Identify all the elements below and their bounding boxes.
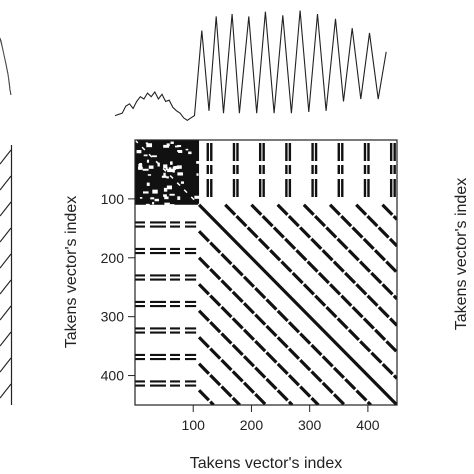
rp-diagonal-line xyxy=(197,309,294,405)
rp-speckle xyxy=(165,166,168,171)
left-hatch-mark xyxy=(0,357,12,373)
rp-diagonal-line xyxy=(355,203,397,248)
rp-speckle xyxy=(172,168,175,173)
left-hatch-mark xyxy=(0,201,12,217)
y-axis-label-left: Takens vector's index xyxy=(63,196,80,348)
rp-speckle xyxy=(170,161,173,165)
rp-speckle xyxy=(185,148,189,151)
x-axis-label: Takens vector's index xyxy=(190,455,342,472)
recurrence-plot xyxy=(134,139,398,406)
rp-speckle xyxy=(170,141,174,144)
rp-speckle xyxy=(163,164,168,169)
rp-speckle xyxy=(164,202,170,206)
left-partial-trace xyxy=(0,37,12,96)
rp-speckle xyxy=(143,154,148,157)
rp-speckle xyxy=(157,162,160,167)
y-axis: 100 200 300 400 xyxy=(101,191,135,384)
rp-speckle xyxy=(177,172,184,176)
rp-speckle xyxy=(163,194,167,197)
rp-speckle xyxy=(169,193,175,196)
rp-speckle xyxy=(163,187,168,192)
rp-diagonal-line xyxy=(276,203,397,327)
rp-speckle xyxy=(196,161,200,164)
left-marginal-series xyxy=(0,145,13,405)
rp-speckle xyxy=(196,173,199,176)
rp-diagonal-line xyxy=(197,283,320,405)
left-hatch-mark xyxy=(0,279,12,295)
rp-diagonal-line xyxy=(250,203,397,354)
y-tick-label: 300 xyxy=(101,309,125,325)
rp-speckle xyxy=(173,166,179,170)
rp-speckle xyxy=(166,176,169,179)
rp-speckle xyxy=(166,185,173,190)
rp-speckle xyxy=(161,175,167,178)
rp-diagonal-line xyxy=(302,203,397,301)
rp-speckle xyxy=(142,168,149,171)
rp-speckle xyxy=(146,182,150,186)
top-marginal-series xyxy=(114,10,387,121)
rp-speckle xyxy=(136,150,142,154)
rp-speckle xyxy=(143,191,149,194)
rp-speckle xyxy=(180,181,184,184)
y-tick-label: 100 xyxy=(101,191,125,207)
y-tick-label: 200 xyxy=(101,250,125,266)
left-hatch-mark xyxy=(0,253,12,269)
rp-speckle xyxy=(167,168,173,173)
rp-speckle xyxy=(174,145,179,148)
x-tick-label: 200 xyxy=(240,417,264,433)
x-axis: 100 200 300 400 xyxy=(182,405,380,433)
rp-speckle xyxy=(177,149,182,152)
rp-speckle xyxy=(176,165,182,169)
rp-speckle xyxy=(163,172,166,177)
rp-speckle xyxy=(177,196,181,200)
left-hatch-mark xyxy=(0,331,12,347)
rp-speckle xyxy=(146,143,153,148)
left-hatch-mark xyxy=(0,149,12,165)
left-hatch-mark xyxy=(0,305,12,321)
rp-diagonal-line xyxy=(197,389,215,405)
rp-diagonal-line xyxy=(197,256,346,405)
rp-speckle xyxy=(150,197,155,200)
rp-speckle xyxy=(152,201,155,205)
rp-speckle xyxy=(146,159,150,163)
rp-diagonal-line xyxy=(197,203,397,405)
left-hatch-mark xyxy=(0,227,12,243)
rp-speckle xyxy=(148,165,154,169)
rp-speckle xyxy=(147,174,152,176)
top-series-line xyxy=(114,10,387,121)
rp-speckle xyxy=(138,163,143,168)
rp-speckle xyxy=(177,144,182,148)
rp-speckle xyxy=(145,142,149,144)
rp-speckle xyxy=(152,189,158,194)
rp-speckle xyxy=(166,143,170,147)
rp-diagonal-line xyxy=(381,203,397,221)
x-tick-label: 400 xyxy=(356,417,380,433)
y-axis-label-right: Takens vector's index xyxy=(453,178,470,330)
rp-speckle xyxy=(154,198,159,202)
y-tick-label: 400 xyxy=(101,368,125,384)
rp-diagonal-line xyxy=(197,362,241,405)
recurrence-marks xyxy=(135,140,397,405)
x-tick-label: 300 xyxy=(298,417,322,433)
rp-speckle xyxy=(164,196,169,200)
plot-frame xyxy=(134,139,398,406)
rp-diagonal-line xyxy=(224,203,397,380)
rp-speckle xyxy=(138,166,143,170)
rp-speckle xyxy=(163,144,170,148)
left-hatch-mark xyxy=(0,383,12,399)
rp-speckle xyxy=(139,197,143,199)
rp-speckle xyxy=(188,151,192,155)
rp-speckle xyxy=(145,203,150,206)
rp-speckle xyxy=(151,155,157,158)
rp-speckle xyxy=(194,195,200,199)
left-hatch-mark xyxy=(0,175,12,191)
rp-speckle xyxy=(169,204,175,208)
x-tick-label: 100 xyxy=(182,417,206,433)
rp-diagonal-line xyxy=(197,230,372,405)
rp-initial-block xyxy=(135,140,200,205)
